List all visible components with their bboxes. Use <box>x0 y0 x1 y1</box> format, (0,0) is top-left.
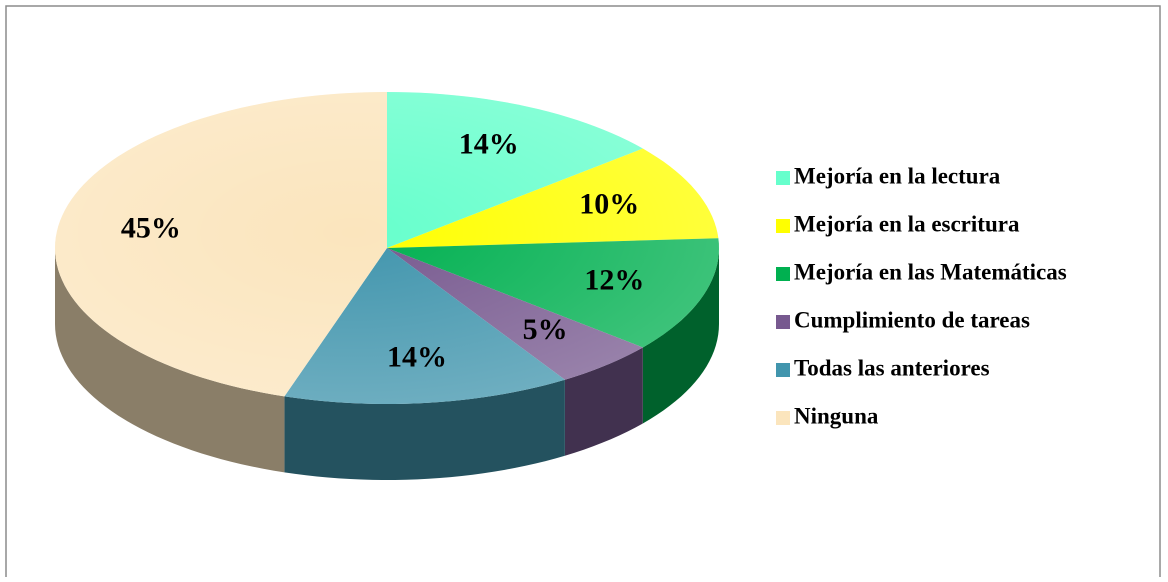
legend-label: Mejoría en la lectura <box>794 163 1001 188</box>
legend-label: Cumplimiento de tareas <box>794 307 1030 332</box>
data-label: 5% <box>523 313 568 346</box>
slice-side <box>55 248 285 473</box>
data-label: 45% <box>121 211 181 244</box>
data-label: 14% <box>387 340 447 373</box>
legend-marker <box>776 171 790 185</box>
legend-label: Mejoría en la escritura <box>794 211 1020 236</box>
legend-marker <box>776 363 790 377</box>
legend-label: Todas las anteriores <box>794 355 990 380</box>
legend-marker <box>776 267 790 281</box>
legend-label: Mejoría en las Matemáticas <box>794 259 1067 284</box>
legend-marker <box>776 411 790 425</box>
legend-label: Ninguna <box>794 403 879 428</box>
slice-side <box>284 379 565 480</box>
data-label: 14% <box>459 127 519 160</box>
legend-marker <box>776 219 790 233</box>
legend-marker <box>776 315 790 329</box>
frame <box>5 5 1161 582</box>
data-label: 10% <box>579 188 639 221</box>
data-label: 12% <box>584 264 644 297</box>
